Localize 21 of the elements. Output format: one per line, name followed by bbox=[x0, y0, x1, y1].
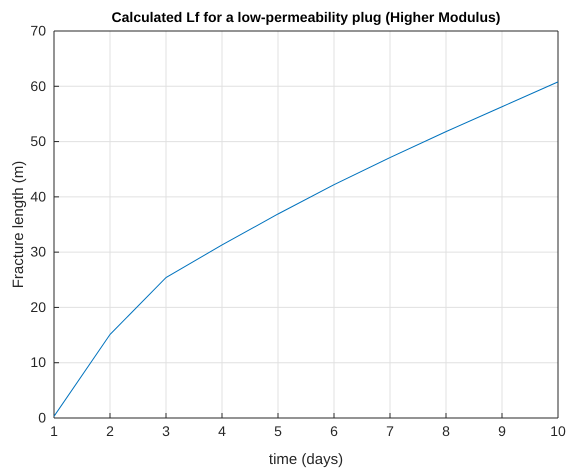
x-tick-label: 9 bbox=[498, 422, 506, 439]
x-axis-title: time (days) bbox=[268, 451, 344, 468]
y-tick-label: 10 bbox=[30, 354, 46, 370]
y-tick-label: 20 bbox=[30, 298, 46, 315]
x-tick-label: 7 bbox=[386, 422, 394, 439]
x-tick-label: 5 bbox=[274, 422, 282, 439]
x-tick-label: 1 bbox=[50, 422, 58, 439]
y-tick-label: 30 bbox=[30, 244, 46, 260]
x-tick-label: 4 bbox=[218, 422, 226, 439]
x-tick-label: 8 bbox=[442, 422, 450, 439]
y-tick-label: 40 bbox=[30, 188, 46, 204]
x-tick-label: 3 bbox=[162, 422, 170, 439]
y-tick-label: 0 bbox=[38, 409, 46, 426]
y-axis-title: Fracture length (m) bbox=[10, 160, 27, 288]
y-tick-label: 60 bbox=[30, 78, 46, 94]
chart-title: Calculated Lf for a low-permeability plug (Higher Modulus) bbox=[112, 9, 500, 25]
y-tick-label: 70 bbox=[30, 22, 46, 38]
x-tick-label: 2 bbox=[106, 422, 114, 439]
x-tick-label: 6 bbox=[330, 422, 338, 439]
y-tick-label: 50 bbox=[30, 133, 46, 150]
x-tick-label: 10 bbox=[550, 422, 566, 439]
